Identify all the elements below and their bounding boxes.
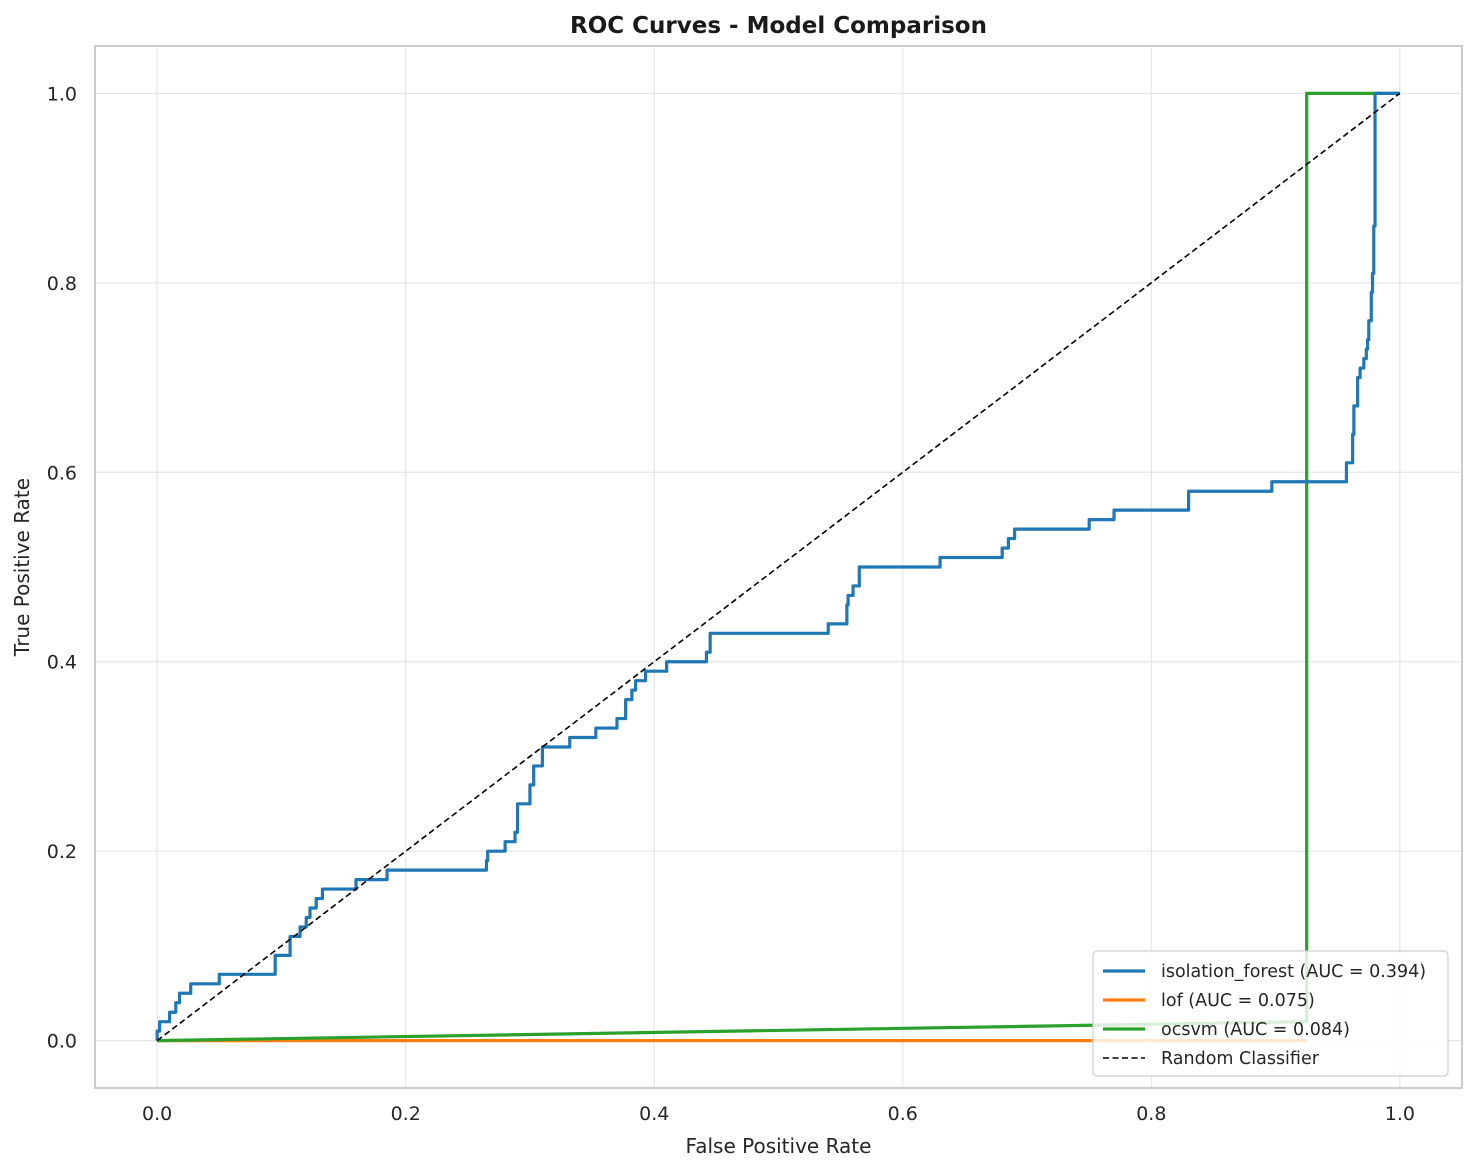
x-axis-label: False Positive Rate — [686, 1134, 872, 1158]
legend-label: lof (AUC = 0.075) — [1161, 991, 1315, 1011]
y-tick-labels: 0.0 0.2 0.4 0.6 0.8 1.0 — [47, 83, 77, 1052]
y-tick-label: 0.2 — [47, 841, 77, 863]
y-tick-label: 0.8 — [47, 273, 77, 295]
legend-box — [1092, 950, 1449, 1077]
y-tick-label: 0.0 — [47, 1031, 77, 1053]
x-tick-label: 0.4 — [639, 1103, 669, 1125]
x-tick-labels: 0.0 0.2 0.4 0.6 0.8 1.0 — [142, 1103, 1415, 1125]
legend: isolation_forest (AUC = 0.394) lof (AUC =… — [1092, 950, 1449, 1077]
x-tick-label: 0.0 — [142, 1103, 172, 1125]
x-tick-label: 0.8 — [1136, 1103, 1166, 1125]
y-tick-label: 0.4 — [47, 652, 77, 674]
legend-label: isolation_forest (AUC = 0.394) — [1161, 962, 1426, 982]
chart-title: ROC Curves - Model Comparison — [570, 13, 987, 39]
x-tick-label: 0.6 — [888, 1103, 918, 1125]
x-tick-label: 0.2 — [391, 1103, 421, 1125]
grid-layer — [95, 46, 1462, 1088]
y-tick-label: 0.6 — [47, 462, 77, 484]
x-tick-label: 1.0 — [1385, 1103, 1415, 1125]
y-tick-label: 1.0 — [47, 83, 77, 105]
legend-label: Random Classifier — [1161, 1049, 1320, 1069]
series-line-3 — [156, 92, 1401, 1042]
plot-frame — [94, 45, 1463, 1089]
y-axis-label: True Positive Rate — [10, 478, 34, 657]
legend-label: ocsvm (AUC = 0.084) — [1161, 1020, 1350, 1040]
series-line-0 — [155, 91, 1400, 1041]
series-line-2 — [157, 91, 1400, 1043]
